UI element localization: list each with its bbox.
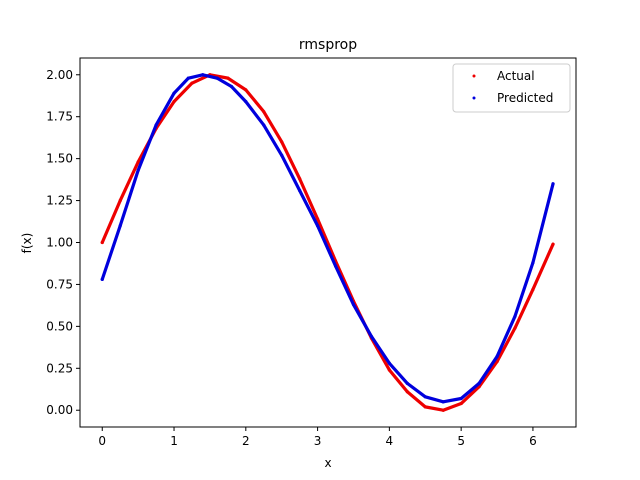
data-point-actual bbox=[315, 217, 320, 221]
data-point-predicted bbox=[369, 334, 374, 339]
data-point-predicted bbox=[154, 123, 158, 127]
data-point-predicted bbox=[477, 381, 481, 385]
data-point-predicted bbox=[531, 261, 535, 265]
series-actual bbox=[100, 73, 555, 412]
data-point-actual bbox=[100, 240, 104, 245]
data-point-actual bbox=[405, 390, 409, 394]
y-tick-label: 1.75 bbox=[46, 110, 73, 124]
data-point-actual bbox=[387, 368, 391, 372]
y-tick-label: 2.00 bbox=[46, 68, 73, 82]
y-axis: 0.00 0.25 0.50 0.75 1.00 1.25 1.50 1.75 2.00 bbox=[46, 68, 80, 417]
data-point-predicted bbox=[201, 73, 205, 77]
data-point-predicted bbox=[172, 91, 176, 95]
data-point-actual bbox=[190, 81, 194, 85]
legend-label-predicted: Predicted bbox=[497, 91, 553, 105]
data-point-predicted bbox=[551, 182, 555, 186]
legend-box bbox=[452, 63, 571, 113]
data-point-predicted bbox=[298, 188, 302, 193]
x-tick-label: 6 bbox=[529, 434, 537, 448]
series-predicted bbox=[100, 73, 555, 404]
data-point-actual bbox=[136, 160, 140, 164]
data-point-actual bbox=[244, 88, 248, 92]
series-layer bbox=[100, 73, 555, 412]
data-point-actual bbox=[513, 326, 517, 330]
data-point-predicted bbox=[513, 314, 517, 318]
legend-marker-actual bbox=[472, 74, 476, 78]
data-point-actual bbox=[262, 110, 266, 114]
y-axis-label: f(x) bbox=[20, 233, 34, 254]
data-point-actual bbox=[226, 76, 230, 80]
y-tick-label: 0.25 bbox=[46, 361, 73, 375]
data-point-predicted bbox=[405, 381, 409, 385]
data-point-actual bbox=[551, 242, 555, 246]
series-line-actual bbox=[100, 73, 555, 412]
x-tick-label: 3 bbox=[314, 434, 322, 448]
data-point-predicted bbox=[423, 395, 427, 399]
series-line-predicted bbox=[100, 73, 555, 404]
x-tick-label: 1 bbox=[170, 434, 178, 448]
data-point-predicted bbox=[351, 302, 356, 307]
y-tick-label: 0.75 bbox=[46, 277, 73, 291]
data-point-predicted bbox=[280, 153, 284, 157]
data-point-predicted bbox=[459, 396, 463, 401]
legend: Actual Predicted bbox=[452, 63, 571, 113]
y-tick-label: 0.00 bbox=[46, 403, 73, 417]
data-point-actual bbox=[441, 408, 445, 412]
x-tick-label: 0 bbox=[98, 434, 106, 448]
data-point-predicted bbox=[100, 277, 104, 281]
data-point-predicted bbox=[118, 224, 122, 228]
legend-marker-predicted bbox=[472, 96, 476, 100]
y-tick-label: 0.50 bbox=[46, 319, 73, 333]
y-tick-label: 1.50 bbox=[46, 152, 73, 166]
data-point-predicted bbox=[186, 76, 190, 80]
data-point-actual bbox=[531, 287, 535, 292]
legend-label-actual: Actual bbox=[497, 69, 535, 83]
x-tick-label: 5 bbox=[457, 434, 465, 448]
y-tick-label: 1.25 bbox=[46, 194, 73, 208]
data-point-actual bbox=[172, 100, 176, 104]
data-point-predicted bbox=[244, 100, 248, 104]
data-point-predicted bbox=[495, 354, 499, 359]
data-point-predicted bbox=[387, 361, 391, 365]
data-point-actual bbox=[298, 177, 302, 181]
data-point-actual bbox=[280, 140, 284, 144]
data-point-predicted bbox=[215, 76, 219, 80]
data-point-predicted bbox=[229, 84, 234, 89]
data-point-actual bbox=[423, 405, 427, 409]
x-tick-label: 4 bbox=[386, 434, 394, 448]
x-tick-label: 2 bbox=[242, 434, 250, 448]
data-point-predicted bbox=[136, 168, 140, 172]
x-axis: 0 1 2 3 4 5 6 bbox=[98, 427, 537, 448]
data-point-predicted bbox=[333, 264, 338, 268]
x-axis-label: x bbox=[324, 456, 331, 470]
data-point-actual bbox=[495, 359, 499, 364]
data-point-actual bbox=[459, 401, 463, 406]
chart-title: rmsprop bbox=[299, 37, 357, 53]
y-tick-label: 1.00 bbox=[46, 236, 73, 250]
data-point-predicted bbox=[441, 400, 445, 404]
data-point-predicted bbox=[262, 123, 266, 127]
data-point-actual bbox=[118, 198, 122, 203]
data-point-predicted bbox=[315, 224, 320, 228]
